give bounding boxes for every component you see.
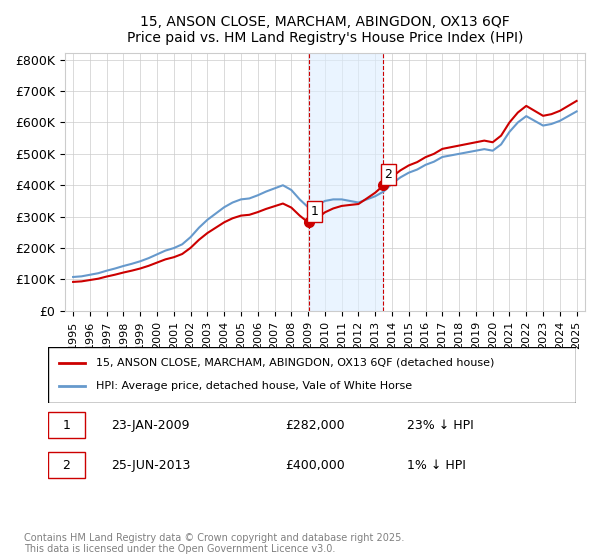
Text: 1% ↓ HPI: 1% ↓ HPI xyxy=(407,459,466,472)
Bar xyxy=(309,53,383,311)
Text: HPI: Average price, detached house, Vale of White Horse: HPI: Average price, detached house, Vale… xyxy=(95,381,412,391)
Text: 1: 1 xyxy=(310,205,318,218)
FancyBboxPatch shape xyxy=(48,412,85,438)
Text: 1: 1 xyxy=(62,419,70,432)
Text: 25-JUN-2013: 25-JUN-2013 xyxy=(112,459,191,472)
FancyBboxPatch shape xyxy=(48,452,85,478)
Text: 23% ↓ HPI: 23% ↓ HPI xyxy=(407,419,474,432)
Text: Contains HM Land Registry data © Crown copyright and database right 2025.
This d: Contains HM Land Registry data © Crown c… xyxy=(24,533,404,554)
Text: £282,000: £282,000 xyxy=(286,419,345,432)
Text: 23-JAN-2009: 23-JAN-2009 xyxy=(112,419,190,432)
Text: £400,000: £400,000 xyxy=(286,459,346,472)
Text: 15, ANSON CLOSE, MARCHAM, ABINGDON, OX13 6QF (detached house): 15, ANSON CLOSE, MARCHAM, ABINGDON, OX13… xyxy=(95,358,494,368)
FancyBboxPatch shape xyxy=(48,347,576,403)
Text: 2: 2 xyxy=(62,459,70,472)
Text: 2: 2 xyxy=(385,168,392,181)
Title: 15, ANSON CLOSE, MARCHAM, ABINGDON, OX13 6QF
Price paid vs. HM Land Registry's H: 15, ANSON CLOSE, MARCHAM, ABINGDON, OX13… xyxy=(127,15,523,45)
